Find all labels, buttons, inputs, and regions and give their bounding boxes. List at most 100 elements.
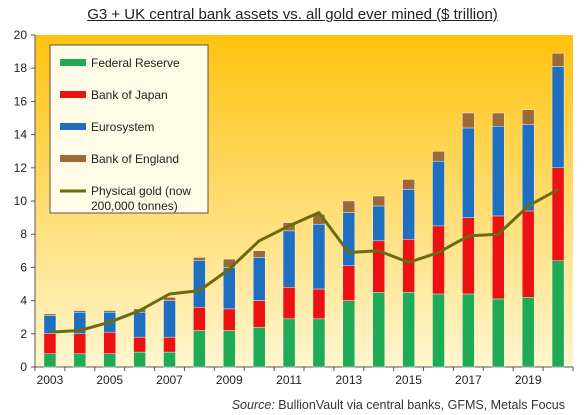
bar-boe xyxy=(492,112,505,127)
bar-boj xyxy=(521,210,535,298)
bar-boe xyxy=(372,195,385,207)
bar-fed xyxy=(551,260,565,368)
bar-boe xyxy=(193,257,206,261)
bar-boe xyxy=(103,310,116,313)
legend-swatch-boj xyxy=(60,91,86,98)
legend-label-boj: Bank of Japan xyxy=(91,88,168,102)
bar-euro xyxy=(551,66,565,169)
bar-fed xyxy=(103,353,116,368)
x-tick-label: 2019 xyxy=(515,373,542,387)
chart-title: G3 + UK central bank assets vs. all gold… xyxy=(87,6,498,23)
bar-euro xyxy=(193,260,206,308)
legend-label-boe: Bank of England xyxy=(91,152,179,166)
bar-fed xyxy=(133,351,146,368)
legend-swatch-fed xyxy=(60,59,86,66)
bar-boe xyxy=(402,179,415,190)
y-tick-label: 0 xyxy=(20,360,27,374)
y-tick-label: 10 xyxy=(14,194,28,208)
y-tick-label: 14 xyxy=(14,128,28,142)
legend-label-euro: Eurosystem xyxy=(91,120,154,134)
x-tick-label: 2013 xyxy=(335,373,362,387)
bar-boj xyxy=(163,336,176,353)
y-tick-label: 4 xyxy=(20,294,27,308)
bar-fed xyxy=(252,326,266,368)
x-tick-label: 2015 xyxy=(395,373,422,387)
bar-boj xyxy=(312,288,326,320)
bar-boj xyxy=(193,307,206,331)
bar-boj xyxy=(223,308,236,331)
bar-boj xyxy=(372,240,385,293)
bar-fed xyxy=(312,318,326,368)
bar-fed xyxy=(163,351,176,368)
source-label: Source: xyxy=(231,398,275,412)
bar-boe xyxy=(432,150,445,162)
y-tick-label: 18 xyxy=(14,61,28,75)
bar-boe xyxy=(521,109,535,125)
y-tick-label: 16 xyxy=(14,94,28,108)
x-tick-label: 2011 xyxy=(276,373,302,387)
source-text: BullionVault via central banks, GFMS, Me… xyxy=(278,398,565,412)
bar-fed xyxy=(43,353,57,368)
bar-fed xyxy=(432,293,445,368)
bar-fed xyxy=(402,292,415,368)
legend-swatch-boe xyxy=(60,155,86,162)
bar-euro xyxy=(133,312,146,338)
bar-euro xyxy=(492,126,505,217)
x-tick-label: 2005 xyxy=(96,373,123,387)
bar-boj xyxy=(551,167,565,261)
bar-boj xyxy=(432,225,445,295)
bar-boe xyxy=(462,112,475,129)
bar-euro xyxy=(372,205,385,242)
bar-fed xyxy=(223,330,236,368)
bar-fed xyxy=(462,293,475,368)
bar-fed xyxy=(282,318,296,368)
legend-label-line: 200,000 tonnes) xyxy=(91,199,178,213)
bar-boj xyxy=(462,217,475,295)
bar-euro xyxy=(282,230,296,288)
bar-boj xyxy=(342,265,356,301)
bar-euro xyxy=(521,124,535,212)
x-tick-label: 2017 xyxy=(455,373,482,387)
legend: Federal Reserve Bank of Japan Eurosystem Ba… xyxy=(49,44,209,214)
bar-boj xyxy=(103,331,116,354)
bar-boe xyxy=(342,200,356,213)
bar-fed xyxy=(73,353,87,368)
gold-line xyxy=(49,188,559,334)
legend-label-gold: Physical gold (now 200,000 tonnes) xyxy=(91,184,191,213)
y-tick-label: 8 xyxy=(20,227,27,241)
bar-fed xyxy=(372,292,385,368)
x-tick-label: 2009 xyxy=(216,373,243,387)
bar-fed xyxy=(193,330,206,368)
bar-boe xyxy=(551,53,565,67)
bar-boe xyxy=(252,250,266,258)
legend-swatch-euro xyxy=(60,123,86,130)
bar-euro xyxy=(342,212,356,266)
bar-boe xyxy=(73,310,87,313)
bar-euro xyxy=(432,160,445,227)
bar-fed xyxy=(492,298,505,368)
legend-label-line: Physical gold (now xyxy=(91,184,191,198)
y-tick-label: 12 xyxy=(14,161,28,175)
bar-fed xyxy=(521,297,535,368)
source-note: Source: BullionVault via central banks, … xyxy=(232,398,565,412)
bar-boj xyxy=(252,300,266,328)
bar-euro xyxy=(312,224,326,290)
bar-boe xyxy=(43,313,57,316)
y-tick-label: 6 xyxy=(20,260,27,274)
bar-boj xyxy=(282,287,296,320)
bar-fed xyxy=(342,300,356,368)
y-tick-label: 20 xyxy=(14,28,28,42)
bar-boj xyxy=(43,333,57,354)
bar-euro xyxy=(462,127,475,218)
legend-label-fed: Federal Reserve xyxy=(91,56,180,70)
bar-boj xyxy=(73,333,87,354)
y-tick-label: 2 xyxy=(20,327,27,341)
bar-euro xyxy=(163,300,176,338)
bar-boj xyxy=(402,238,415,293)
x-tick-label: 2007 xyxy=(156,373,183,387)
bar-boj xyxy=(133,336,146,353)
bar-euro xyxy=(252,257,266,301)
bar-euro xyxy=(402,189,415,240)
